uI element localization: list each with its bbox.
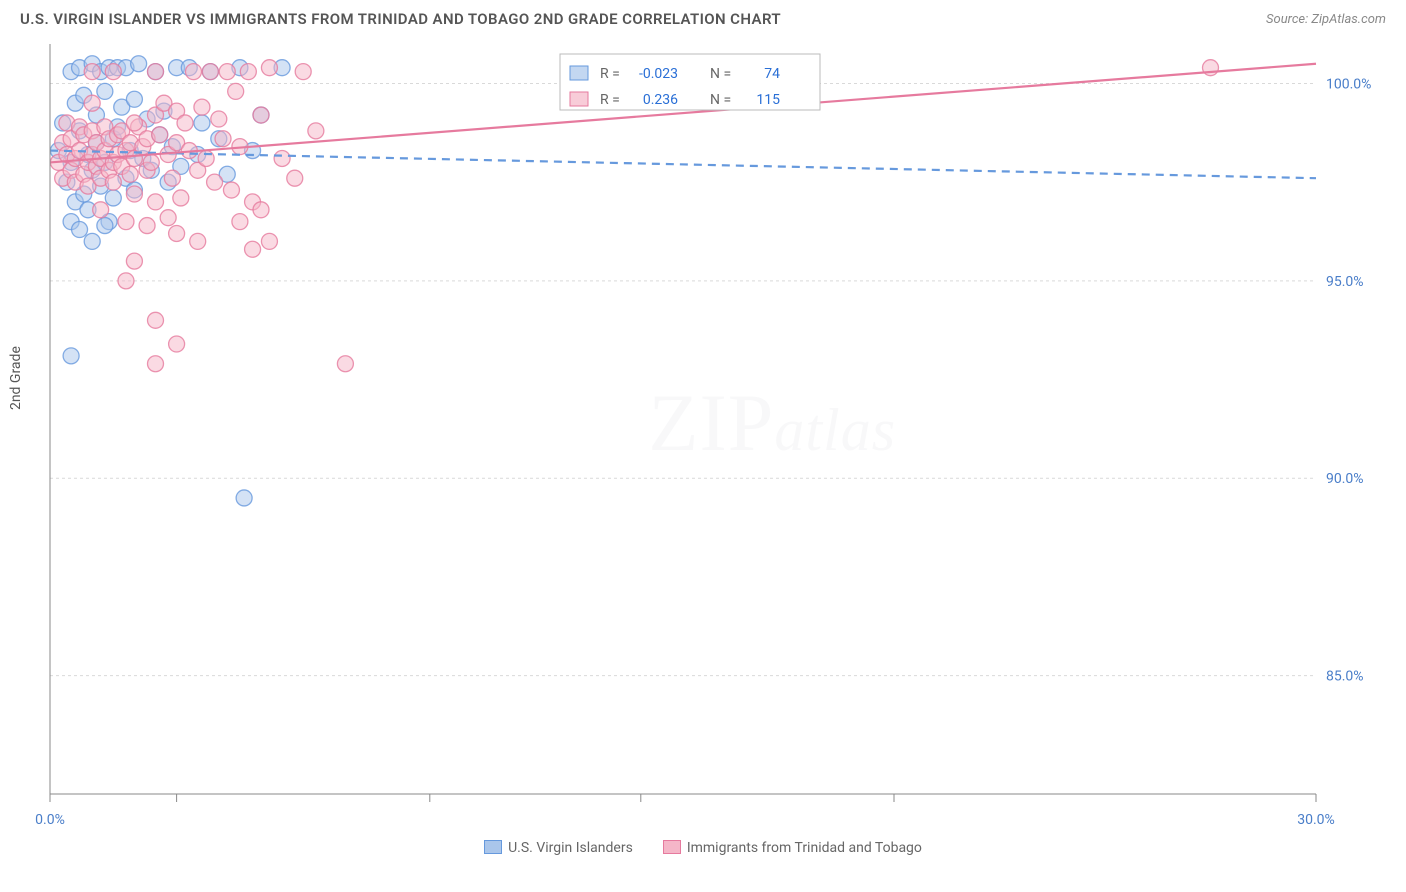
svg-text:90.0%: 90.0% (1326, 471, 1364, 487)
svg-text:100.0%: 100.0% (1326, 76, 1371, 92)
svg-text:0.236: 0.236 (643, 92, 678, 108)
svg-text:115: 115 (756, 92, 780, 108)
chart-source: Source: ZipAtlas.com (1266, 12, 1386, 27)
svg-text:N =: N = (710, 92, 731, 108)
svg-text:0.0%: 0.0% (35, 812, 65, 828)
svg-text:95.0%: 95.0% (1326, 274, 1364, 290)
chart-title: U.S. VIRGIN ISLANDER VS IMMIGRANTS FROM … (20, 10, 781, 28)
legend-swatch (663, 840, 681, 854)
legend-bottom: U.S. Virgin Islanders Immigrants from Tri… (0, 840, 1406, 856)
svg-text:30.0%: 30.0% (1297, 812, 1335, 828)
svg-text:ZIPatlas: ZIPatlas (648, 377, 896, 468)
legend-item: Immigrants from Trinidad and Tobago (663, 840, 922, 856)
y-axis-label: 2nd Grade (8, 346, 24, 410)
legend-swatch (484, 840, 502, 854)
legend-item: U.S. Virgin Islanders (484, 840, 633, 856)
svg-text:74: 74 (764, 66, 780, 82)
svg-text:85.0%: 85.0% (1326, 669, 1364, 685)
svg-text:R =: R = (600, 92, 620, 108)
svg-text:R =: R = (600, 66, 620, 82)
svg-text:N =: N = (710, 66, 731, 82)
chart-container: 2nd Grade ZIPatlas0.0%30.0%85.0%90.0%95.… (20, 34, 1386, 834)
svg-text:-0.023: -0.023 (639, 66, 678, 82)
chart-header: U.S. VIRGIN ISLANDER VS IMMIGRANTS FROM … (0, 0, 1406, 34)
scatter-plot: ZIPatlas 0.0% 30.0% 85.0% 90.0% 95.0% 100.0% R … (20, 34, 1386, 834)
